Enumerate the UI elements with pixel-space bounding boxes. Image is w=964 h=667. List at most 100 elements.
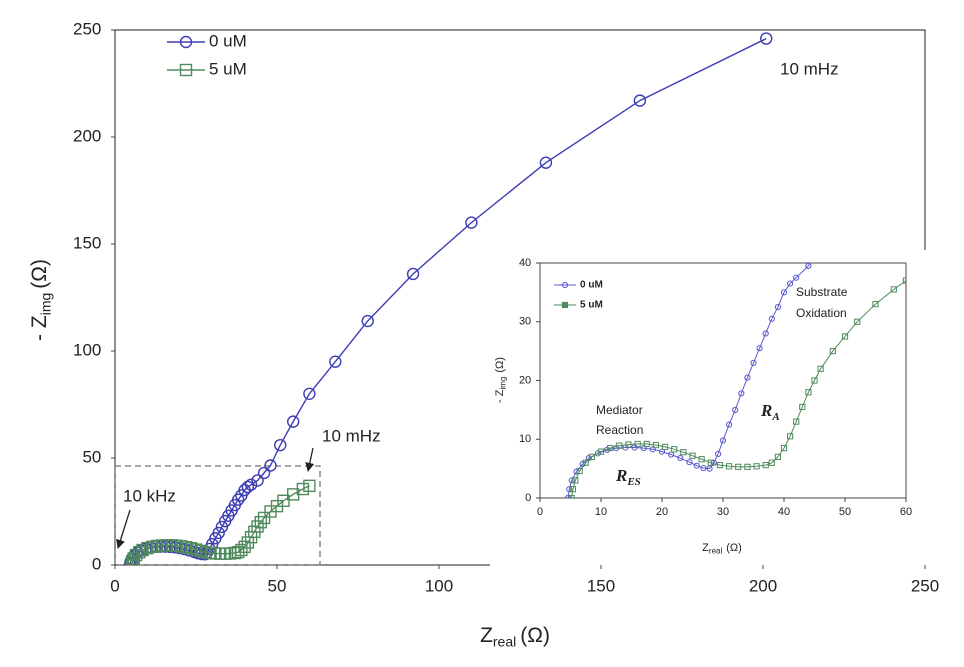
y-axis-label-unit: (Ω) [28, 259, 51, 289]
annotation: 10 kHz [123, 486, 176, 505]
y-tick-label: 30 [519, 316, 531, 328]
x-tick-label: 250 [911, 577, 939, 596]
x-axis-label: Zreal (Ω) [702, 542, 742, 556]
inset-background [490, 250, 930, 568]
annotation: 10 mHz [322, 426, 381, 445]
data-point [671, 446, 678, 453]
data-point [762, 462, 769, 469]
data-point [890, 286, 897, 293]
data-point [125, 558, 139, 565]
legend-marker [179, 35, 193, 49]
plot-area [123, 32, 773, 565]
region-label: RES [615, 466, 641, 488]
series-line [571, 280, 906, 498]
data-point [726, 463, 733, 470]
data-point [716, 462, 724, 469]
data-point [841, 333, 849, 340]
y-tick-label: 50 [82, 447, 101, 466]
x-tick-label: 10 [595, 506, 607, 518]
data-point [726, 421, 733, 428]
data-point [661, 443, 669, 450]
data-point [133, 545, 146, 559]
x-axis-label-unit: (Ω) [520, 624, 550, 647]
y-tick-label: 40 [519, 257, 531, 269]
data-point [274, 438, 287, 452]
x-tick-label: 0 [110, 577, 119, 596]
y-tick-label: 150 [73, 233, 101, 252]
data-point [329, 355, 342, 368]
data-point [539, 156, 553, 169]
y-axis-label: - Zimg (Ω) [494, 357, 508, 403]
x-tick-label: 0 [537, 506, 543, 518]
zoom-box [114, 465, 321, 566]
legend-marker [561, 301, 569, 309]
data-point [818, 243, 823, 248]
data-point [215, 520, 229, 534]
x-tick-label: 60 [900, 506, 912, 518]
y-tick-label: 100 [73, 340, 101, 359]
data-point [616, 442, 623, 449]
x-axis-label-sub: real [709, 546, 723, 555]
legend-label: 5 uM [580, 300, 603, 311]
data-point [228, 546, 242, 560]
data-point [597, 448, 605, 455]
y-axis-label: - Zimg (Ω) [28, 259, 53, 341]
arrow [116, 509, 131, 549]
data-point [872, 301, 879, 308]
data-point [805, 389, 812, 396]
data-point [361, 314, 374, 328]
data-point [787, 280, 794, 287]
data-point [568, 494, 575, 498]
data-point [829, 348, 836, 355]
series-line [131, 485, 310, 565]
data-point [652, 442, 659, 449]
data-point [465, 216, 478, 229]
data-point [689, 452, 696, 459]
data-point [744, 374, 751, 381]
region-label-sub: A [771, 411, 779, 423]
data-point [296, 482, 310, 496]
region-label: RA [760, 401, 780, 423]
data-point [768, 315, 775, 322]
data-point [303, 479, 316, 493]
legend-marker [561, 281, 569, 289]
y-axis-label-main: - Z [28, 315, 51, 341]
data-point [787, 433, 794, 440]
x-axis-label-main: Z [480, 624, 493, 647]
data-point [780, 444, 788, 452]
data-point [706, 465, 713, 472]
data-point [633, 94, 647, 107]
data-point [750, 359, 757, 366]
data-point [805, 263, 812, 270]
y-tick-label: 250 [73, 19, 101, 38]
data-point [854, 318, 861, 325]
legend-marker [179, 63, 193, 77]
data-point [715, 450, 722, 458]
data-point [719, 437, 727, 444]
legend-label: 0 uM [580, 280, 603, 291]
annotation: Mediator [596, 403, 643, 417]
data-point [768, 459, 775, 466]
data-point [799, 403, 806, 411]
data-point [707, 459, 714, 466]
data-point [569, 486, 577, 493]
data-point [817, 365, 824, 372]
data-point [582, 459, 589, 466]
y-tick-label: 200 [73, 126, 101, 145]
y-axis-label-sub: img [37, 293, 53, 316]
data-point [902, 277, 906, 284]
data-point [257, 511, 271, 525]
data-point [566, 486, 573, 493]
annotation: Reaction [596, 423, 643, 437]
y-tick-label: 10 [519, 433, 531, 445]
data-point [564, 494, 572, 498]
data-point [607, 444, 614, 452]
data-point [735, 463, 742, 470]
data-point [238, 540, 251, 554]
annotation: Oxidation [796, 306, 847, 320]
data-point [793, 418, 800, 425]
x-tick-label: 200 [749, 577, 777, 596]
x-axis-label-main: Z [702, 542, 709, 554]
legend-label: 0 uM [209, 31, 247, 50]
data-point [634, 440, 641, 448]
